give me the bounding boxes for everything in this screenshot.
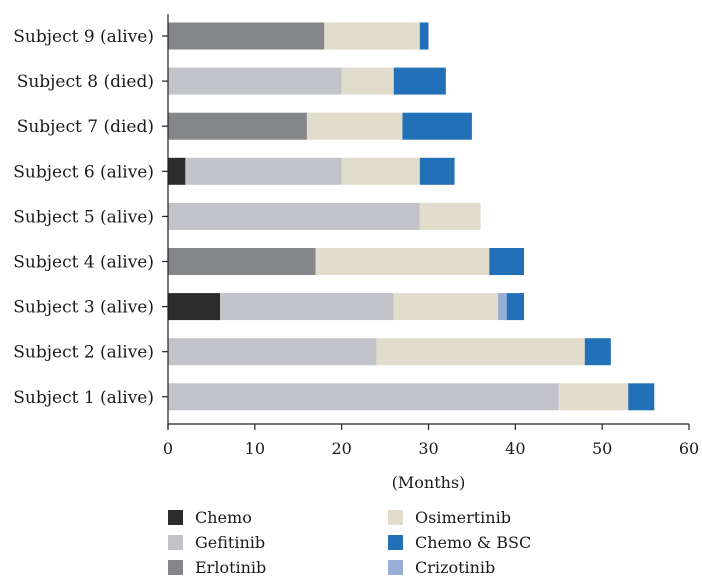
bar-segment-subject-3-alive-crizotinib xyxy=(497,293,507,321)
bar-segment-subject-7-died-erlotinib xyxy=(168,112,307,140)
bar-segment-subject-6-alive-chemo xyxy=(168,157,186,185)
x-tick-label: 50 xyxy=(592,439,612,458)
bar-segment-subject-3-alive-chemo-bsc xyxy=(506,293,525,321)
bar-segment-subject-1-alive-chemo-bsc xyxy=(628,383,655,411)
legend-swatch-crizotinib xyxy=(388,560,403,575)
bar-segment-subject-7-died-chemo-bsc xyxy=(402,112,472,140)
category-label-subject-4-alive: Subject 4 (alive) xyxy=(13,253,154,273)
x-axis-label: (Months) xyxy=(392,473,466,492)
bar-segment-subject-1-alive-gefitinib xyxy=(168,383,559,411)
category-label-subject-8-died: Subject 8 (died) xyxy=(17,72,154,92)
bar-segment-subject-4-alive-chemo-bsc xyxy=(489,248,525,275)
bar-segment-subject-8-died-chemo-bsc xyxy=(393,67,446,95)
bar-segment-subject-4-alive-erlotinib xyxy=(168,248,316,275)
bar-segment-subject-2-alive-osimertinib xyxy=(376,338,585,366)
bar-segment-subject-8-died-gefitinib xyxy=(168,67,342,95)
x-tick-label: 60 xyxy=(679,439,699,458)
bar-segment-subject-9-alive-erlotinib xyxy=(168,22,325,50)
bar-segment-subject-3-alive-chemo xyxy=(168,293,221,321)
legend-label-erlotinib: Erlotinib xyxy=(195,558,266,577)
legend-swatch-gefitinib xyxy=(168,535,183,550)
legend-swatch-chemo-bsc xyxy=(388,535,403,550)
x-tick-label: 40 xyxy=(505,439,525,458)
bars-group xyxy=(168,22,655,411)
bar-segment-subject-5-alive-gefitinib xyxy=(168,202,420,230)
legend-swatch-erlotinib xyxy=(168,560,183,575)
bar-segment-subject-3-alive-osimertinib xyxy=(393,293,498,321)
bar-segment-subject-1-alive-osimertinib xyxy=(558,383,629,411)
legend-label-gefitinib: Gefitinib xyxy=(195,533,265,552)
bar-segment-subject-6-alive-osimertinib xyxy=(341,157,420,185)
x-tick-label: 20 xyxy=(331,439,351,458)
bar-segment-subject-2-alive-gefitinib xyxy=(168,338,377,366)
legend: Chemo Gefitinib Erlotinib Osimertinib Chemo … xyxy=(168,508,531,577)
bar-segment-subject-3-alive-gefitinib xyxy=(220,293,394,321)
x-tick-label: 10 xyxy=(245,439,265,458)
legend-label-chemo: Chemo xyxy=(195,508,252,527)
legend-label-crizotinib: Crizotinib xyxy=(415,558,495,577)
category-labels: Subject 9 (alive) Subject 8 (died) Subject… xyxy=(13,27,168,408)
category-label-subject-1-alive: Subject 1 (alive) xyxy=(13,388,154,408)
bar-segment-subject-2-alive-chemo-bsc xyxy=(584,338,611,366)
x-tick-label: 0 xyxy=(163,439,173,458)
category-label-subject-5-alive: Subject 5 (alive) xyxy=(13,207,154,227)
bar-segment-subject-5-alive-osimertinib xyxy=(419,202,481,230)
category-label-subject-7-died: Subject 7 (died) xyxy=(17,117,154,137)
category-label-subject-6-alive: Subject 6 (alive) xyxy=(13,162,154,182)
legend-swatch-chemo xyxy=(168,510,183,525)
bar-segment-subject-6-alive-gefitinib xyxy=(185,157,342,185)
bar-segment-subject-9-alive-osimertinib xyxy=(324,22,420,50)
legend-swatch-osimertinib xyxy=(388,510,403,525)
category-label-subject-2-alive: Subject 2 (alive) xyxy=(13,343,154,363)
legend-label-chemo-bsc: Chemo & BSC xyxy=(415,533,531,552)
x-axis-ticks: 0 10 20 30 40 50 60 xyxy=(163,424,699,458)
bar-segment-subject-9-alive-chemo-bsc xyxy=(419,22,429,50)
category-label-subject-3-alive: Subject 3 (alive) xyxy=(13,298,154,318)
x-tick-label: 30 xyxy=(418,439,438,458)
bar-segment-subject-4-alive-osimertinib xyxy=(315,248,490,275)
bar-segment-subject-8-died-osimertinib xyxy=(341,67,394,95)
bar-segment-subject-7-died-osimertinib xyxy=(306,112,403,140)
legend-label-osimertinib: Osimertinib xyxy=(415,508,511,527)
bar-segment-subject-6-alive-chemo-bsc xyxy=(419,157,455,185)
category-label-subject-9-alive: Subject 9 (alive) xyxy=(13,27,154,47)
